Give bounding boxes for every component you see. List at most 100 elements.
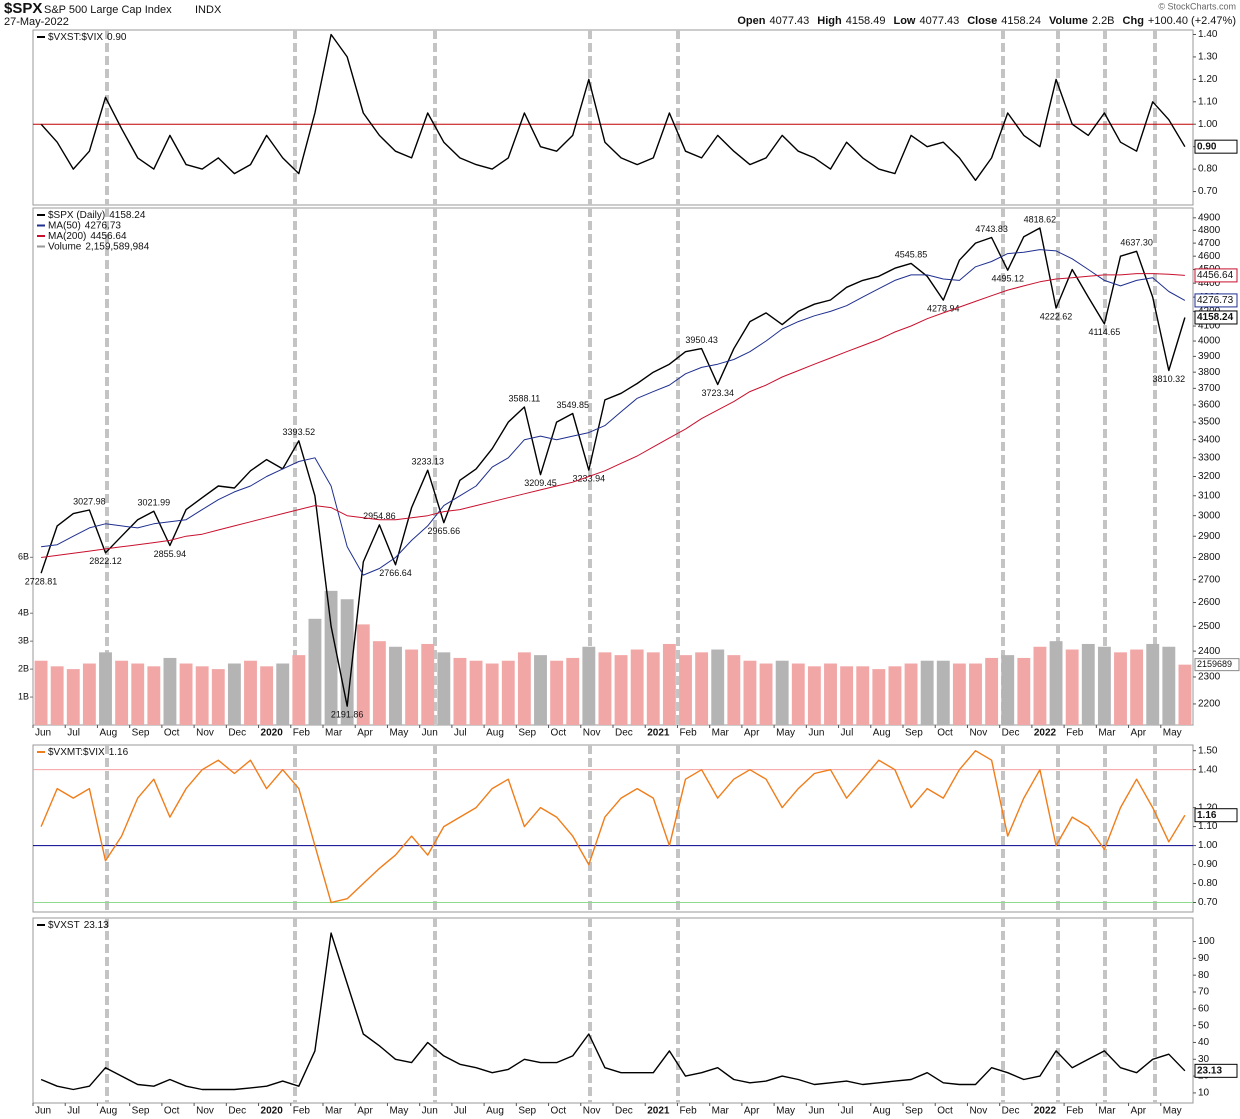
value-tag: 23.13 — [1197, 1065, 1222, 1076]
y-tick-label: 3400 — [1198, 434, 1221, 445]
volume-bar — [276, 663, 290, 725]
value-tag-box — [1194, 310, 1238, 325]
volume-bar — [969, 663, 982, 725]
x-tick-label: 2021 — [647, 1106, 670, 1117]
point-label: 3209.45 — [524, 478, 557, 488]
y-tick-label: 3500 — [1198, 417, 1221, 428]
x-tick-label: Oct — [551, 1106, 567, 1117]
point-label: 2954.86 — [363, 511, 396, 521]
volume-bar — [50, 666, 64, 725]
y-tick-label: 4400 — [1198, 278, 1221, 289]
x-tick-label: Dec — [1002, 728, 1020, 739]
volume-bar — [1001, 655, 1015, 725]
x-tick-label: Feb — [679, 728, 697, 739]
volume-bar — [501, 660, 515, 725]
legend-entry: MA(200) 4456.64 — [48, 231, 127, 242]
legend-entry: Volume 2,159,589,984 — [48, 241, 150, 252]
quote-label: Open — [737, 15, 765, 27]
x-tick-label: Jun — [422, 1106, 438, 1117]
volume-bar — [872, 669, 886, 725]
y-tick-label: 4900 — [1198, 212, 1221, 223]
volume-bar — [534, 655, 547, 725]
point-label: 3021.99 — [138, 498, 171, 508]
x-tick-label: 2020 — [261, 728, 284, 739]
x-tick-label: 2020 — [261, 1106, 284, 1117]
volume-bar — [308, 618, 322, 725]
y-tick-label: 2200 — [1198, 699, 1221, 710]
volume-tag: 2159689 — [1197, 659, 1232, 669]
point-label: 4818.62 — [1024, 214, 1057, 224]
series-line — [40, 932, 1186, 1091]
volume-bar — [66, 669, 80, 725]
x-tick-label: Sep — [132, 1106, 150, 1117]
x-tick-label: Mar — [712, 728, 730, 739]
point-label: 3950.43 — [685, 335, 718, 345]
x-tick-label: Oct — [164, 728, 180, 739]
volume-bar — [1097, 646, 1111, 725]
legend-entry: MA(50) 4276.73 — [48, 220, 121, 231]
volume-tick-label: 4B — [18, 608, 29, 618]
x-tick-label: Nov — [583, 1106, 601, 1117]
legend-name: MA(200) — [48, 231, 86, 242]
panel-frame — [32, 29, 1194, 206]
x-tick-label: Aug — [99, 728, 117, 739]
volume-bar — [630, 649, 644, 725]
volume-bar — [824, 663, 837, 725]
series-line — [41, 273, 1185, 558]
x-tick-label: Nov — [969, 728, 987, 739]
x-tick-label: Dec — [228, 1106, 246, 1117]
volume-bar — [646, 652, 660, 725]
x-tick-label: Jun — [35, 728, 51, 739]
point-label: 4222.62 — [1040, 312, 1073, 322]
value-tag-box — [1194, 808, 1238, 823]
x-tick-label: 2022 — [1034, 728, 1057, 739]
value-tag: 4276.73 — [1197, 295, 1234, 306]
volume-bar — [517, 652, 531, 725]
point-label: 4495.12 — [991, 274, 1024, 284]
volume-bar — [405, 649, 419, 725]
x-tick-label: Aug — [99, 1106, 117, 1117]
x-tick-label: Jul — [67, 1106, 80, 1117]
quote-value: 4158.24 — [1001, 15, 1041, 27]
volume-bar — [211, 669, 225, 725]
legend-entry: $VXST:$VIX 0.90 — [48, 32, 127, 43]
x-tick-label: Apr — [1131, 1106, 1147, 1117]
volume-bar — [582, 646, 596, 725]
x-tick-label: Dec — [615, 728, 633, 739]
volume-bar — [115, 660, 129, 725]
series-line — [40, 750, 1186, 904]
x-tick-label: Nov — [196, 728, 214, 739]
quote-label: High — [817, 15, 842, 27]
quote-label: Low — [893, 15, 915, 27]
point-label: 2965.66 — [428, 526, 461, 536]
volume-bar — [389, 646, 402, 725]
point-label: 3723.34 — [701, 388, 734, 398]
y-tick-label: 3000 — [1198, 510, 1221, 521]
y-tick-label: 0.90 — [1198, 859, 1218, 870]
point-label: 3233.94 — [573, 473, 606, 483]
y-tick-label: 3300 — [1198, 452, 1221, 463]
quote-value: 4077.43 — [769, 15, 809, 27]
x-tick-label: Oct — [937, 1106, 953, 1117]
legend-value: 1.16 — [109, 747, 129, 758]
x-tick-label: 2021 — [647, 728, 670, 739]
volume-bar — [727, 655, 741, 725]
volume-bar — [34, 660, 48, 725]
x-tick-label: Sep — [905, 728, 923, 739]
point-label: 4114.65 — [1088, 327, 1120, 337]
x-tick-label: Apr — [744, 1106, 760, 1117]
volume-bar — [147, 666, 161, 725]
y-tick-label: 1.00 — [1198, 840, 1218, 851]
volume-bar — [227, 663, 241, 725]
y-tick-label: 0.70 — [1198, 897, 1218, 908]
x-tick-label: Jun — [35, 1106, 51, 1117]
x-tick-label: Mar — [325, 728, 343, 739]
x-tick-label: May — [1163, 1106, 1182, 1117]
quote-label: Close — [967, 15, 997, 27]
x-tick-label: Feb — [1066, 728, 1084, 739]
x-tick-label: 2022 — [1034, 1106, 1057, 1117]
x-tick-label: Jun — [808, 1106, 824, 1117]
volume-bar — [324, 590, 338, 725]
value-tag-box — [1194, 139, 1238, 154]
value-tag-box — [1194, 268, 1238, 283]
